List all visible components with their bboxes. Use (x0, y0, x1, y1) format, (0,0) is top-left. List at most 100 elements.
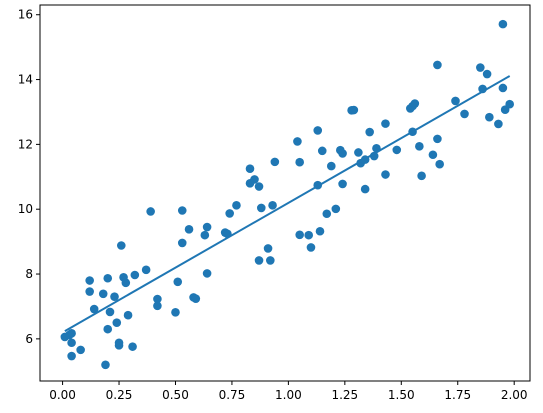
data-point (354, 148, 363, 157)
data-point (191, 294, 201, 303)
data-point (315, 226, 325, 236)
data-point (381, 119, 390, 128)
data-point (177, 238, 187, 248)
data-point (295, 230, 304, 240)
data-point (254, 182, 264, 191)
data-point (498, 83, 508, 93)
data-point (250, 175, 259, 184)
data-point (85, 276, 94, 285)
data-point (451, 96, 460, 106)
data-point (76, 345, 85, 355)
data-point (326, 161, 336, 171)
x-tick-label: 1.50 (388, 388, 415, 402)
x-tick-label: 1.00 (275, 388, 302, 402)
data-point (184, 225, 194, 234)
data-point (202, 269, 212, 278)
data-point (435, 159, 444, 169)
data-point (485, 112, 494, 122)
data-point (410, 99, 420, 108)
y-tick-label: 8 (25, 267, 33, 281)
x-tick-label: 1.75 (444, 388, 471, 402)
data-point (494, 119, 503, 129)
y-tick-label: 6 (25, 332, 33, 346)
data-point (270, 157, 280, 167)
data-point (116, 241, 126, 250)
x-tick-label: 0.00 (49, 388, 76, 402)
data-point (266, 256, 275, 265)
x-tick-label: 0.50 (162, 388, 189, 402)
data-point (153, 301, 162, 311)
axes-frame (39, 4, 531, 382)
data-point (306, 243, 316, 252)
data-point (349, 105, 359, 115)
data-point (141, 265, 151, 275)
data-point (202, 222, 212, 232)
y-tick-label: 10 (18, 202, 33, 216)
data-point (460, 109, 469, 119)
data-point (225, 209, 234, 218)
x-tick-label: 2.00 (501, 388, 528, 402)
data-point (103, 324, 113, 334)
axes: 0.00 0.25 0.50 0.75 1.00 1.25 1.50 1.75 2.00 6 8 10… (18, 4, 531, 402)
data-point (89, 304, 99, 314)
data-point (153, 294, 162, 304)
data-point (67, 351, 76, 361)
data-point (338, 149, 347, 158)
data-point (392, 145, 402, 155)
data-point (146, 207, 155, 216)
data-point (304, 230, 314, 240)
data-point (245, 164, 255, 173)
y-tick-label: 16 (18, 8, 33, 22)
data-point (365, 127, 374, 137)
data-point (433, 60, 442, 70)
data-point (313, 126, 323, 135)
data-point (177, 206, 187, 215)
data-point (103, 273, 113, 283)
data-point (428, 150, 438, 160)
x-tick-label: 0.25 (106, 388, 133, 402)
data-point (505, 99, 514, 109)
data-point (295, 157, 304, 167)
data-point (112, 318, 122, 327)
data-point (433, 134, 442, 144)
data-point (268, 201, 277, 210)
regression-line (64, 75, 511, 332)
data-point (121, 278, 131, 288)
data-point (130, 270, 140, 280)
data-point (254, 256, 264, 265)
data-point (85, 287, 94, 296)
x-tick-label: 1.25 (331, 388, 358, 402)
plot-area (60, 19, 514, 370)
data-point (232, 201, 241, 210)
data-point (498, 19, 508, 29)
data-point (381, 170, 390, 179)
data-point (110, 292, 119, 302)
data-point (263, 244, 273, 253)
data-point (171, 307, 180, 317)
data-point (67, 338, 76, 348)
data-point (173, 277, 183, 287)
data-point (101, 360, 110, 370)
data-point (98, 289, 108, 299)
data-point (338, 179, 347, 189)
data-point (128, 342, 137, 351)
data-point (322, 209, 332, 219)
y-tick-label: 14 (18, 73, 33, 87)
data-point (293, 137, 302, 146)
data-point (317, 146, 327, 156)
data-point (114, 338, 124, 348)
data-point (105, 307, 115, 317)
data-point (200, 230, 210, 240)
x-tick-label: 0.75 (219, 388, 246, 402)
data-point (331, 204, 341, 214)
data-point (123, 310, 133, 320)
y-tick-label: 12 (18, 137, 33, 151)
data-point (417, 171, 426, 181)
data-point (67, 329, 76, 338)
data-point (256, 203, 266, 213)
data-point (482, 69, 492, 79)
data-point (415, 142, 424, 151)
data-point (360, 184, 370, 194)
data-point (476, 63, 485, 72)
